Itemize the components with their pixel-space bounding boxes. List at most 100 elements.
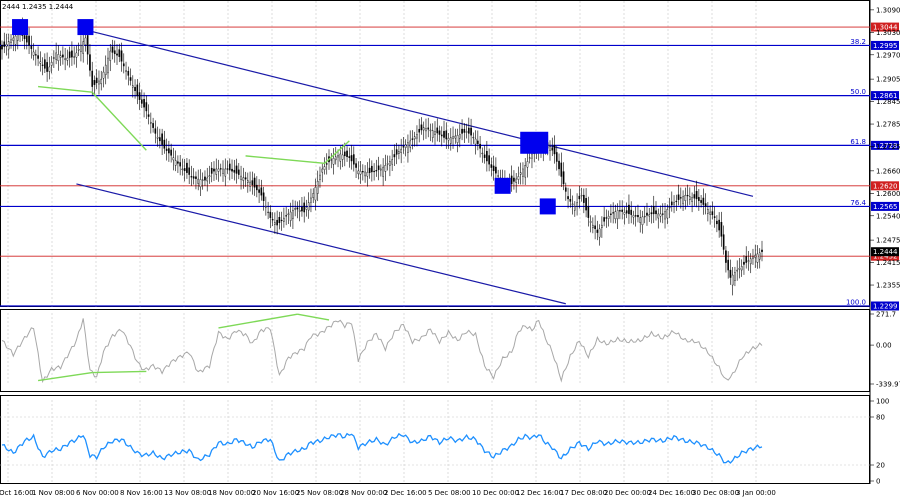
candle-body bbox=[274, 222, 276, 225]
candle-body bbox=[655, 210, 657, 215]
x-axis-label: 8 Nov 16:00 bbox=[120, 489, 163, 497]
candle-body bbox=[366, 172, 369, 177]
candle-body bbox=[614, 211, 617, 220]
candle-body bbox=[332, 158, 335, 165]
candle-body bbox=[163, 139, 166, 149]
candle-body bbox=[50, 62, 53, 66]
candle-body bbox=[449, 137, 452, 144]
candle-body bbox=[341, 154, 344, 160]
candle-body bbox=[648, 214, 651, 217]
candle-body bbox=[492, 165, 495, 172]
candle-body bbox=[249, 181, 251, 187]
x-axis-label: 28 Nov 00:00 bbox=[340, 489, 387, 497]
candle-body bbox=[519, 172, 522, 175]
price-level-badge-text: 1.3044 bbox=[873, 24, 898, 32]
candle-body bbox=[434, 131, 436, 135]
candle-body bbox=[682, 196, 684, 205]
candle-body bbox=[352, 154, 355, 165]
candle-body bbox=[483, 154, 486, 158]
candle-body bbox=[384, 165, 387, 172]
candle-body bbox=[156, 136, 159, 139]
candle-body bbox=[497, 175, 499, 177]
candle-body bbox=[222, 168, 224, 174]
price-level-badge bbox=[871, 140, 899, 150]
candle-body bbox=[700, 200, 702, 203]
candle-body bbox=[413, 136, 416, 140]
candlesticks bbox=[1, 17, 763, 296]
candle-body bbox=[474, 138, 477, 145]
candle-body bbox=[404, 144, 407, 148]
candle-body bbox=[127, 70, 130, 76]
candle-body bbox=[129, 77, 132, 81]
divergence-lines bbox=[38, 85, 350, 165]
candle-body bbox=[564, 187, 567, 192]
candle-body bbox=[242, 177, 245, 181]
candle-body bbox=[738, 267, 741, 270]
candle-body bbox=[80, 45, 82, 52]
grid-layer bbox=[7, 1, 757, 482]
candle-body bbox=[686, 194, 689, 197]
price-level-badge bbox=[871, 22, 899, 32]
candle-body bbox=[330, 159, 333, 161]
x-axis-label: 12 Dec 16:00 bbox=[516, 489, 563, 497]
candle-body bbox=[210, 167, 213, 174]
candle-body bbox=[425, 128, 427, 132]
candle-body bbox=[285, 215, 287, 217]
candle-body bbox=[470, 127, 472, 136]
candle-body bbox=[197, 178, 200, 184]
candle-body bbox=[373, 170, 375, 173]
price-level-badge bbox=[871, 91, 899, 101]
candle-body bbox=[634, 215, 637, 217]
candle-body bbox=[23, 35, 26, 40]
candle-body bbox=[691, 197, 693, 202]
cci-tick-label: -339.978 bbox=[876, 381, 900, 389]
candle-body bbox=[619, 210, 621, 212]
candle-body bbox=[265, 206, 267, 208]
candle-body bbox=[702, 197, 705, 205]
candle-body bbox=[725, 250, 727, 263]
price-level-badge-text: 1.2565 bbox=[873, 203, 898, 211]
candle-body bbox=[386, 163, 389, 165]
candle-body bbox=[204, 176, 206, 181]
candle-body bbox=[7, 41, 10, 50]
candle-body bbox=[522, 168, 524, 177]
candle-body bbox=[219, 168, 222, 170]
candle-body bbox=[172, 157, 175, 161]
candle-body bbox=[150, 121, 152, 124]
candle-body bbox=[258, 189, 260, 193]
candle-body bbox=[289, 211, 292, 221]
candle-body bbox=[438, 130, 441, 135]
candle-body bbox=[605, 217, 608, 219]
candle-body bbox=[580, 194, 583, 197]
candle-body bbox=[77, 48, 80, 51]
candle-body bbox=[170, 149, 172, 156]
candle-body bbox=[758, 252, 761, 260]
candle-body bbox=[488, 155, 490, 165]
candle-body bbox=[576, 202, 578, 207]
candle-body bbox=[436, 127, 439, 134]
x-axis-label: 24 Dec 16:00 bbox=[648, 489, 695, 497]
candle-body bbox=[292, 209, 294, 219]
channel-lower-line bbox=[76, 183, 566, 305]
candle-body bbox=[411, 138, 414, 140]
candle-body bbox=[165, 148, 168, 151]
candle-body bbox=[420, 124, 423, 131]
price-tick-label: 1.2725 bbox=[876, 143, 900, 151]
candle-body bbox=[168, 148, 170, 154]
candle-body bbox=[107, 57, 109, 74]
cci-divergence-line bbox=[37, 371, 93, 382]
candle-body bbox=[528, 157, 531, 159]
swing-marker bbox=[494, 177, 511, 194]
candle-body bbox=[57, 54, 60, 61]
candle-body bbox=[339, 153, 342, 162]
candle-body bbox=[452, 136, 454, 139]
candle-body bbox=[562, 171, 565, 185]
candle-body bbox=[262, 192, 265, 201]
candle-body bbox=[138, 92, 141, 100]
candle-body bbox=[637, 214, 639, 218]
candle-body bbox=[477, 140, 479, 144]
candle-body bbox=[729, 269, 732, 278]
price-divergence-line bbox=[245, 155, 325, 165]
